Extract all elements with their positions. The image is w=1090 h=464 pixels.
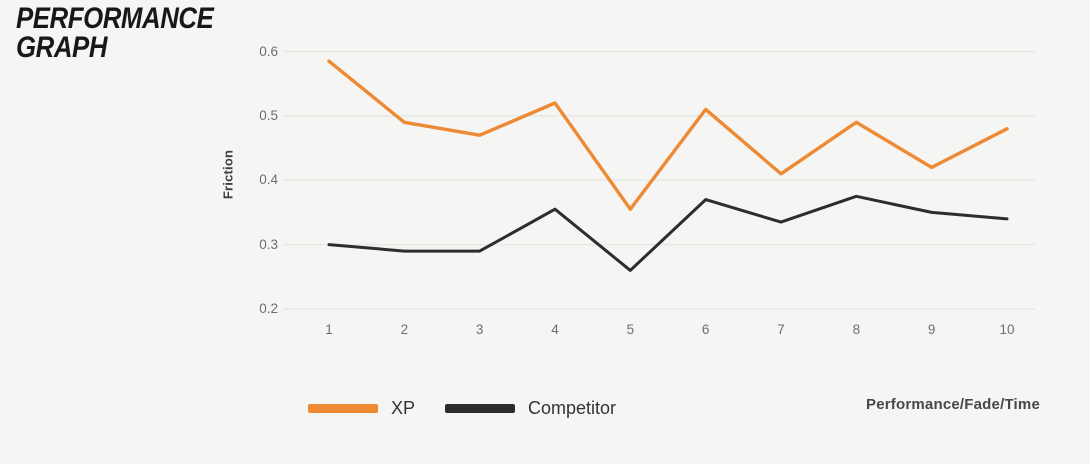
legend-label: XP xyxy=(391,398,416,418)
page-title-line2: GRAPH xyxy=(16,30,108,64)
legend-item-competitor: Competitor xyxy=(445,398,616,419)
x-tick-label: 10 xyxy=(999,322,1015,337)
x-tick-label: 6 xyxy=(701,322,710,337)
page-title-line1: PERFORMANCE xyxy=(16,2,214,35)
x-tick-label: 9 xyxy=(927,322,936,337)
legend-item-xp: XP xyxy=(308,398,415,419)
y-tick-label: 0.4 xyxy=(259,172,278,188)
series-line-competitor xyxy=(327,194,1009,272)
y-tick-label: 0.3 xyxy=(259,236,278,252)
legend-swatch-xp xyxy=(308,404,378,413)
y-tick-label: 0.5 xyxy=(259,107,278,123)
x-tick-label: 5 xyxy=(626,322,635,337)
legend-label: Competitor xyxy=(528,398,617,418)
x-axis-caption: Performance/Fade/Time xyxy=(866,396,1040,413)
series-line-xp xyxy=(327,59,1009,211)
x-tick-label: 3 xyxy=(475,322,484,337)
line-chart-plot-area xyxy=(283,50,1035,310)
y-tick-label: 0.6 xyxy=(259,43,278,59)
x-tick-label: 7 xyxy=(777,322,785,337)
legend-swatch-competitor xyxy=(445,404,516,413)
chart-legend: XP Competitor xyxy=(308,398,616,419)
x-tick-label: 2 xyxy=(400,322,409,337)
x-tick-label: 4 xyxy=(551,322,559,337)
x-tick-label: 1 xyxy=(325,322,333,337)
y-tick-label: 0.2 xyxy=(259,301,278,316)
x-tick-label: 8 xyxy=(852,322,861,337)
page-title: PERFORMANCE GRAPH xyxy=(16,2,214,64)
